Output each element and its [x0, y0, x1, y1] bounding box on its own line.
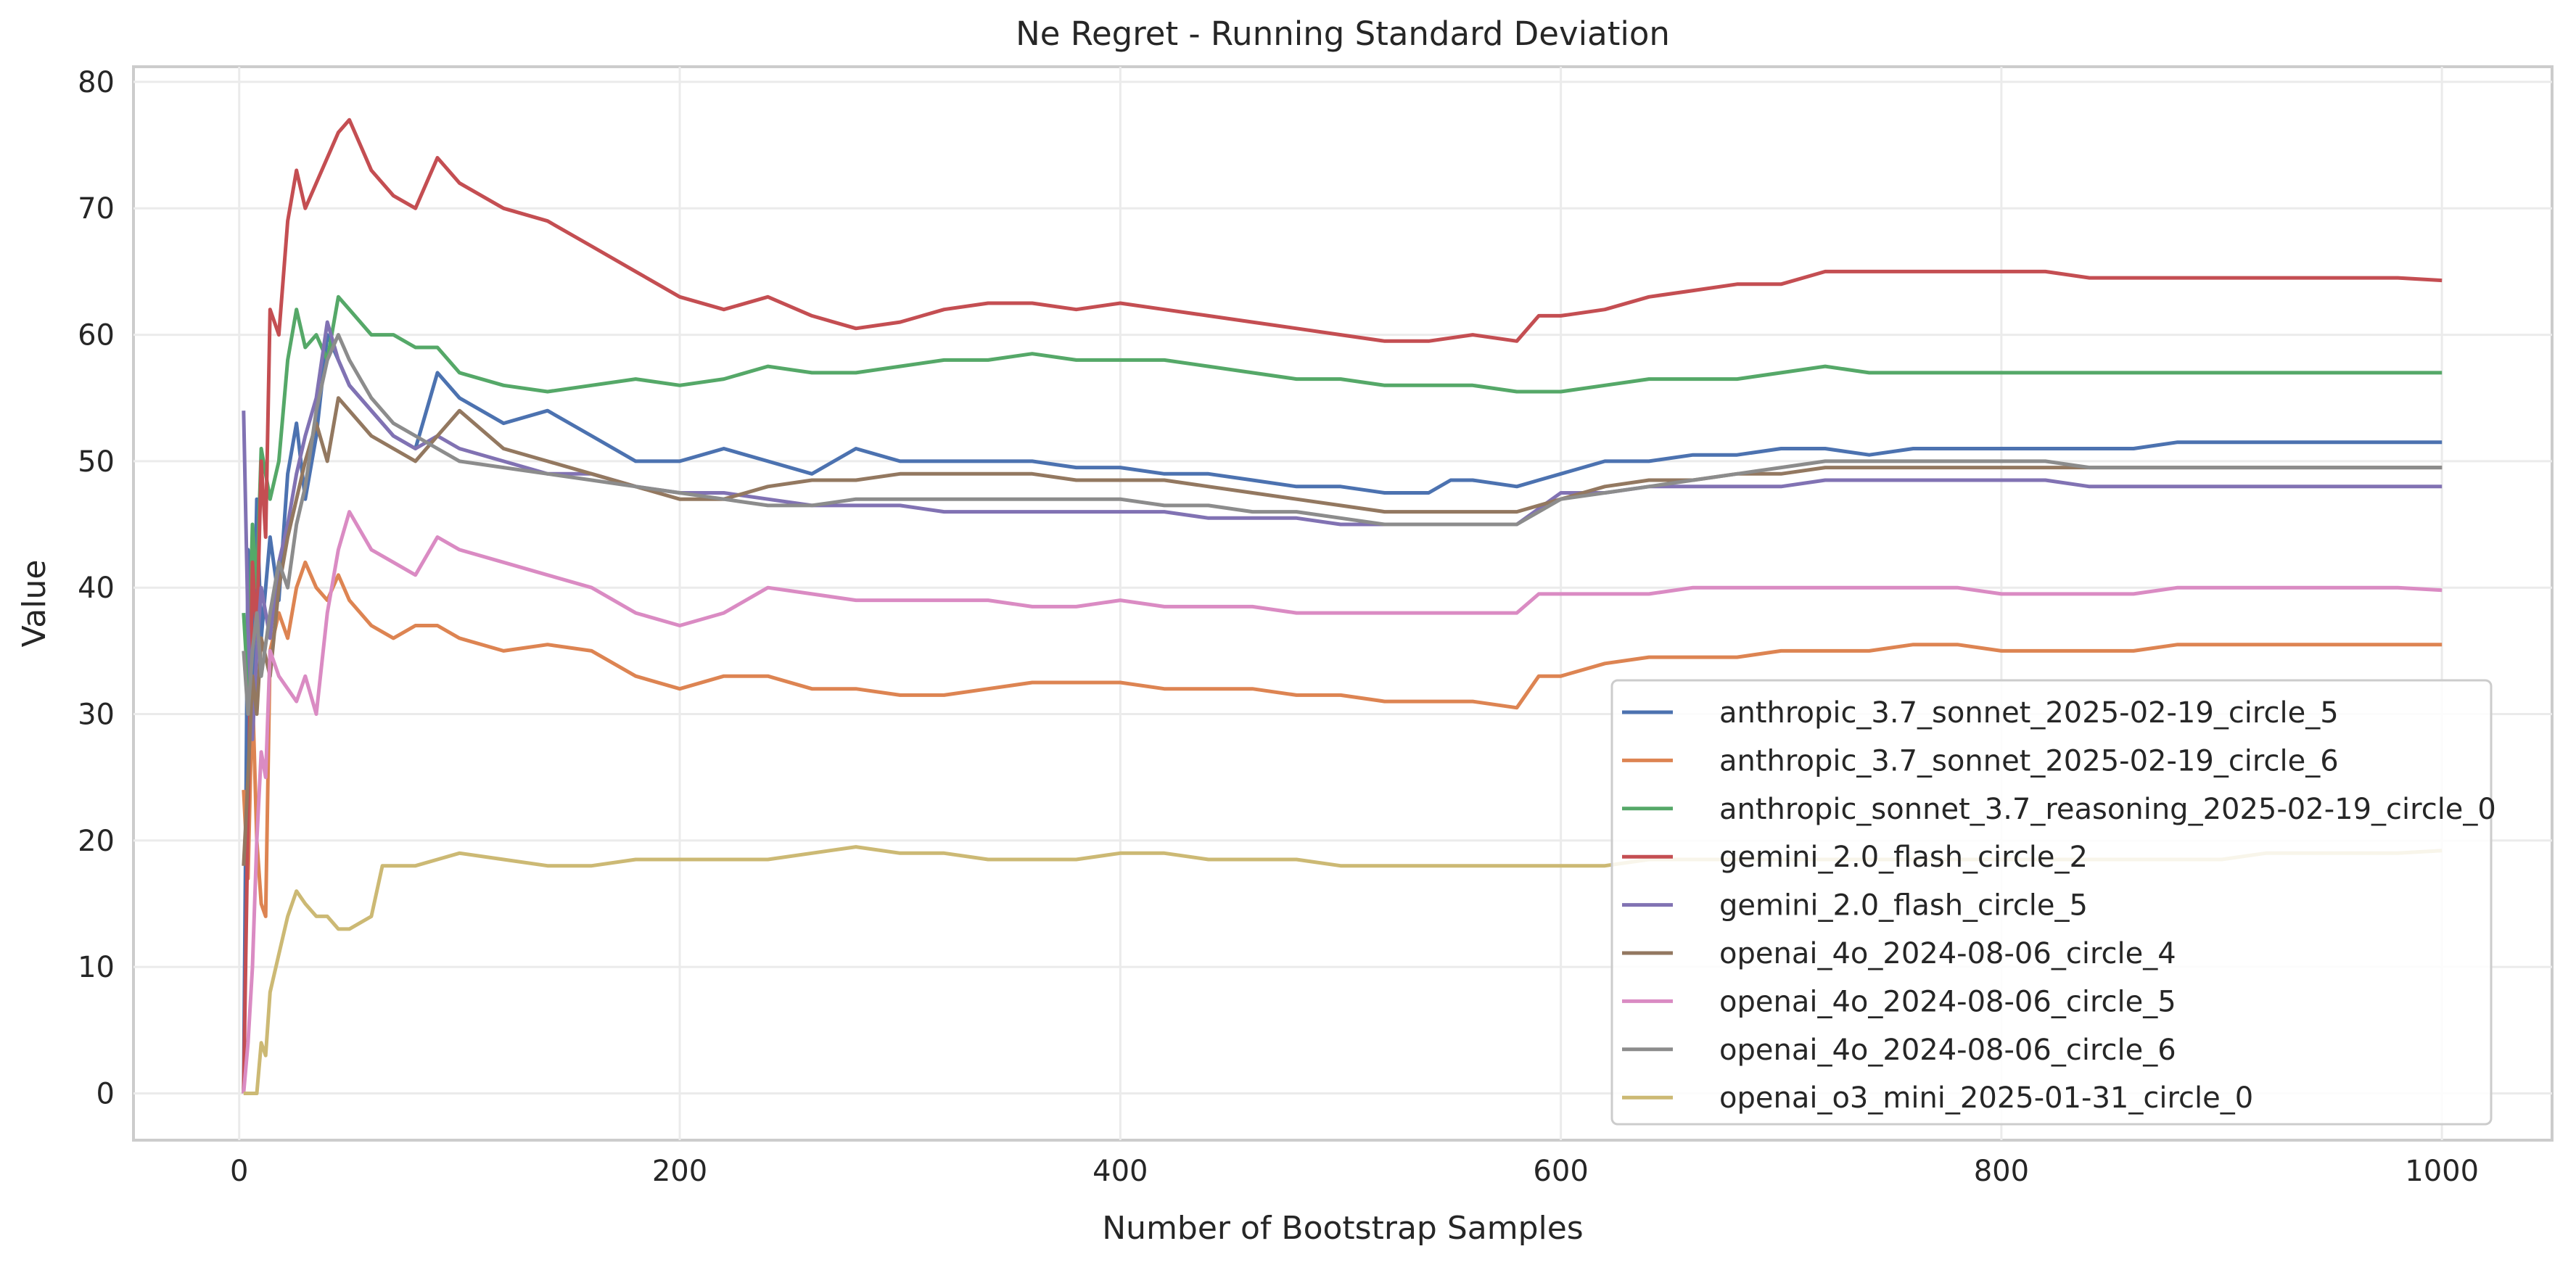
- legend-label: gemini_2.0_flash_circle_2: [1719, 841, 2088, 874]
- x-tick-label: 600: [1533, 1155, 1588, 1188]
- legend-label: openai_4o_2024-08-06_circle_4: [1719, 937, 2176, 970]
- x-tick-label: 1000: [2405, 1155, 2479, 1188]
- series-line-4: [242, 117, 2443, 1094]
- y-tick-label: 40: [78, 572, 115, 605]
- legend-label: anthropic_3.7_sonnet_2025-02-19_circle_5: [1719, 696, 2339, 730]
- y-tick-label: 10: [78, 951, 115, 984]
- y-tick-label: 60: [78, 319, 115, 352]
- series-line-8: [242, 333, 2443, 716]
- x-tick-label: 800: [1974, 1155, 2029, 1188]
- legend-label: openai_4o_2024-08-06_circle_5: [1719, 985, 2176, 1018]
- legend-label: gemini_2.0_flash_circle_5: [1719, 889, 2088, 923]
- legend-box: [1610, 679, 2493, 1126]
- y-tick-label: 0: [96, 1078, 115, 1111]
- series-line-5: [242, 320, 2443, 741]
- x-tick-label: 0: [230, 1155, 248, 1188]
- y-tick-label: 70: [78, 192, 115, 226]
- x-tick-label: 200: [652, 1155, 707, 1188]
- legend-label: anthropic_sonnet_3.7_reasoning_2025-02-1…: [1719, 793, 2496, 826]
- legend-label: openai_4o_2024-08-06_circle_6: [1719, 1034, 2176, 1067]
- series-line-3: [242, 294, 2443, 691]
- legend: anthropic_3.7_sonnet_2025-02-19_circle_5…: [1610, 679, 2496, 1126]
- series-line-2: [242, 560, 2443, 918]
- y-tick-label: 50: [78, 445, 115, 479]
- legend-label: anthropic_3.7_sonnet_2025-02-19_circle_6: [1719, 744, 2339, 778]
- series-line-6: [242, 396, 2443, 866]
- series-line-7: [242, 510, 2443, 1094]
- axis-ticks: 0 200 400 600 800 1000 0 10 20 30 40 50 60 70 80: [78, 66, 2479, 1188]
- x-tick-label: 400: [1092, 1155, 1148, 1188]
- y-axis-label: Value: [16, 560, 53, 648]
- x-axis-label: Number of Bootstrap Samples: [1102, 1210, 1583, 1247]
- y-tick-label: 30: [78, 698, 115, 732]
- y-tick-label: 80: [78, 66, 115, 99]
- y-tick-label: 20: [78, 825, 115, 858]
- chart-title: Ne Regret - Running Standard Deviation: [1016, 15, 1670, 53]
- legend-label: openai_o3_mini_2025-01-31_circle_0: [1719, 1081, 2253, 1115]
